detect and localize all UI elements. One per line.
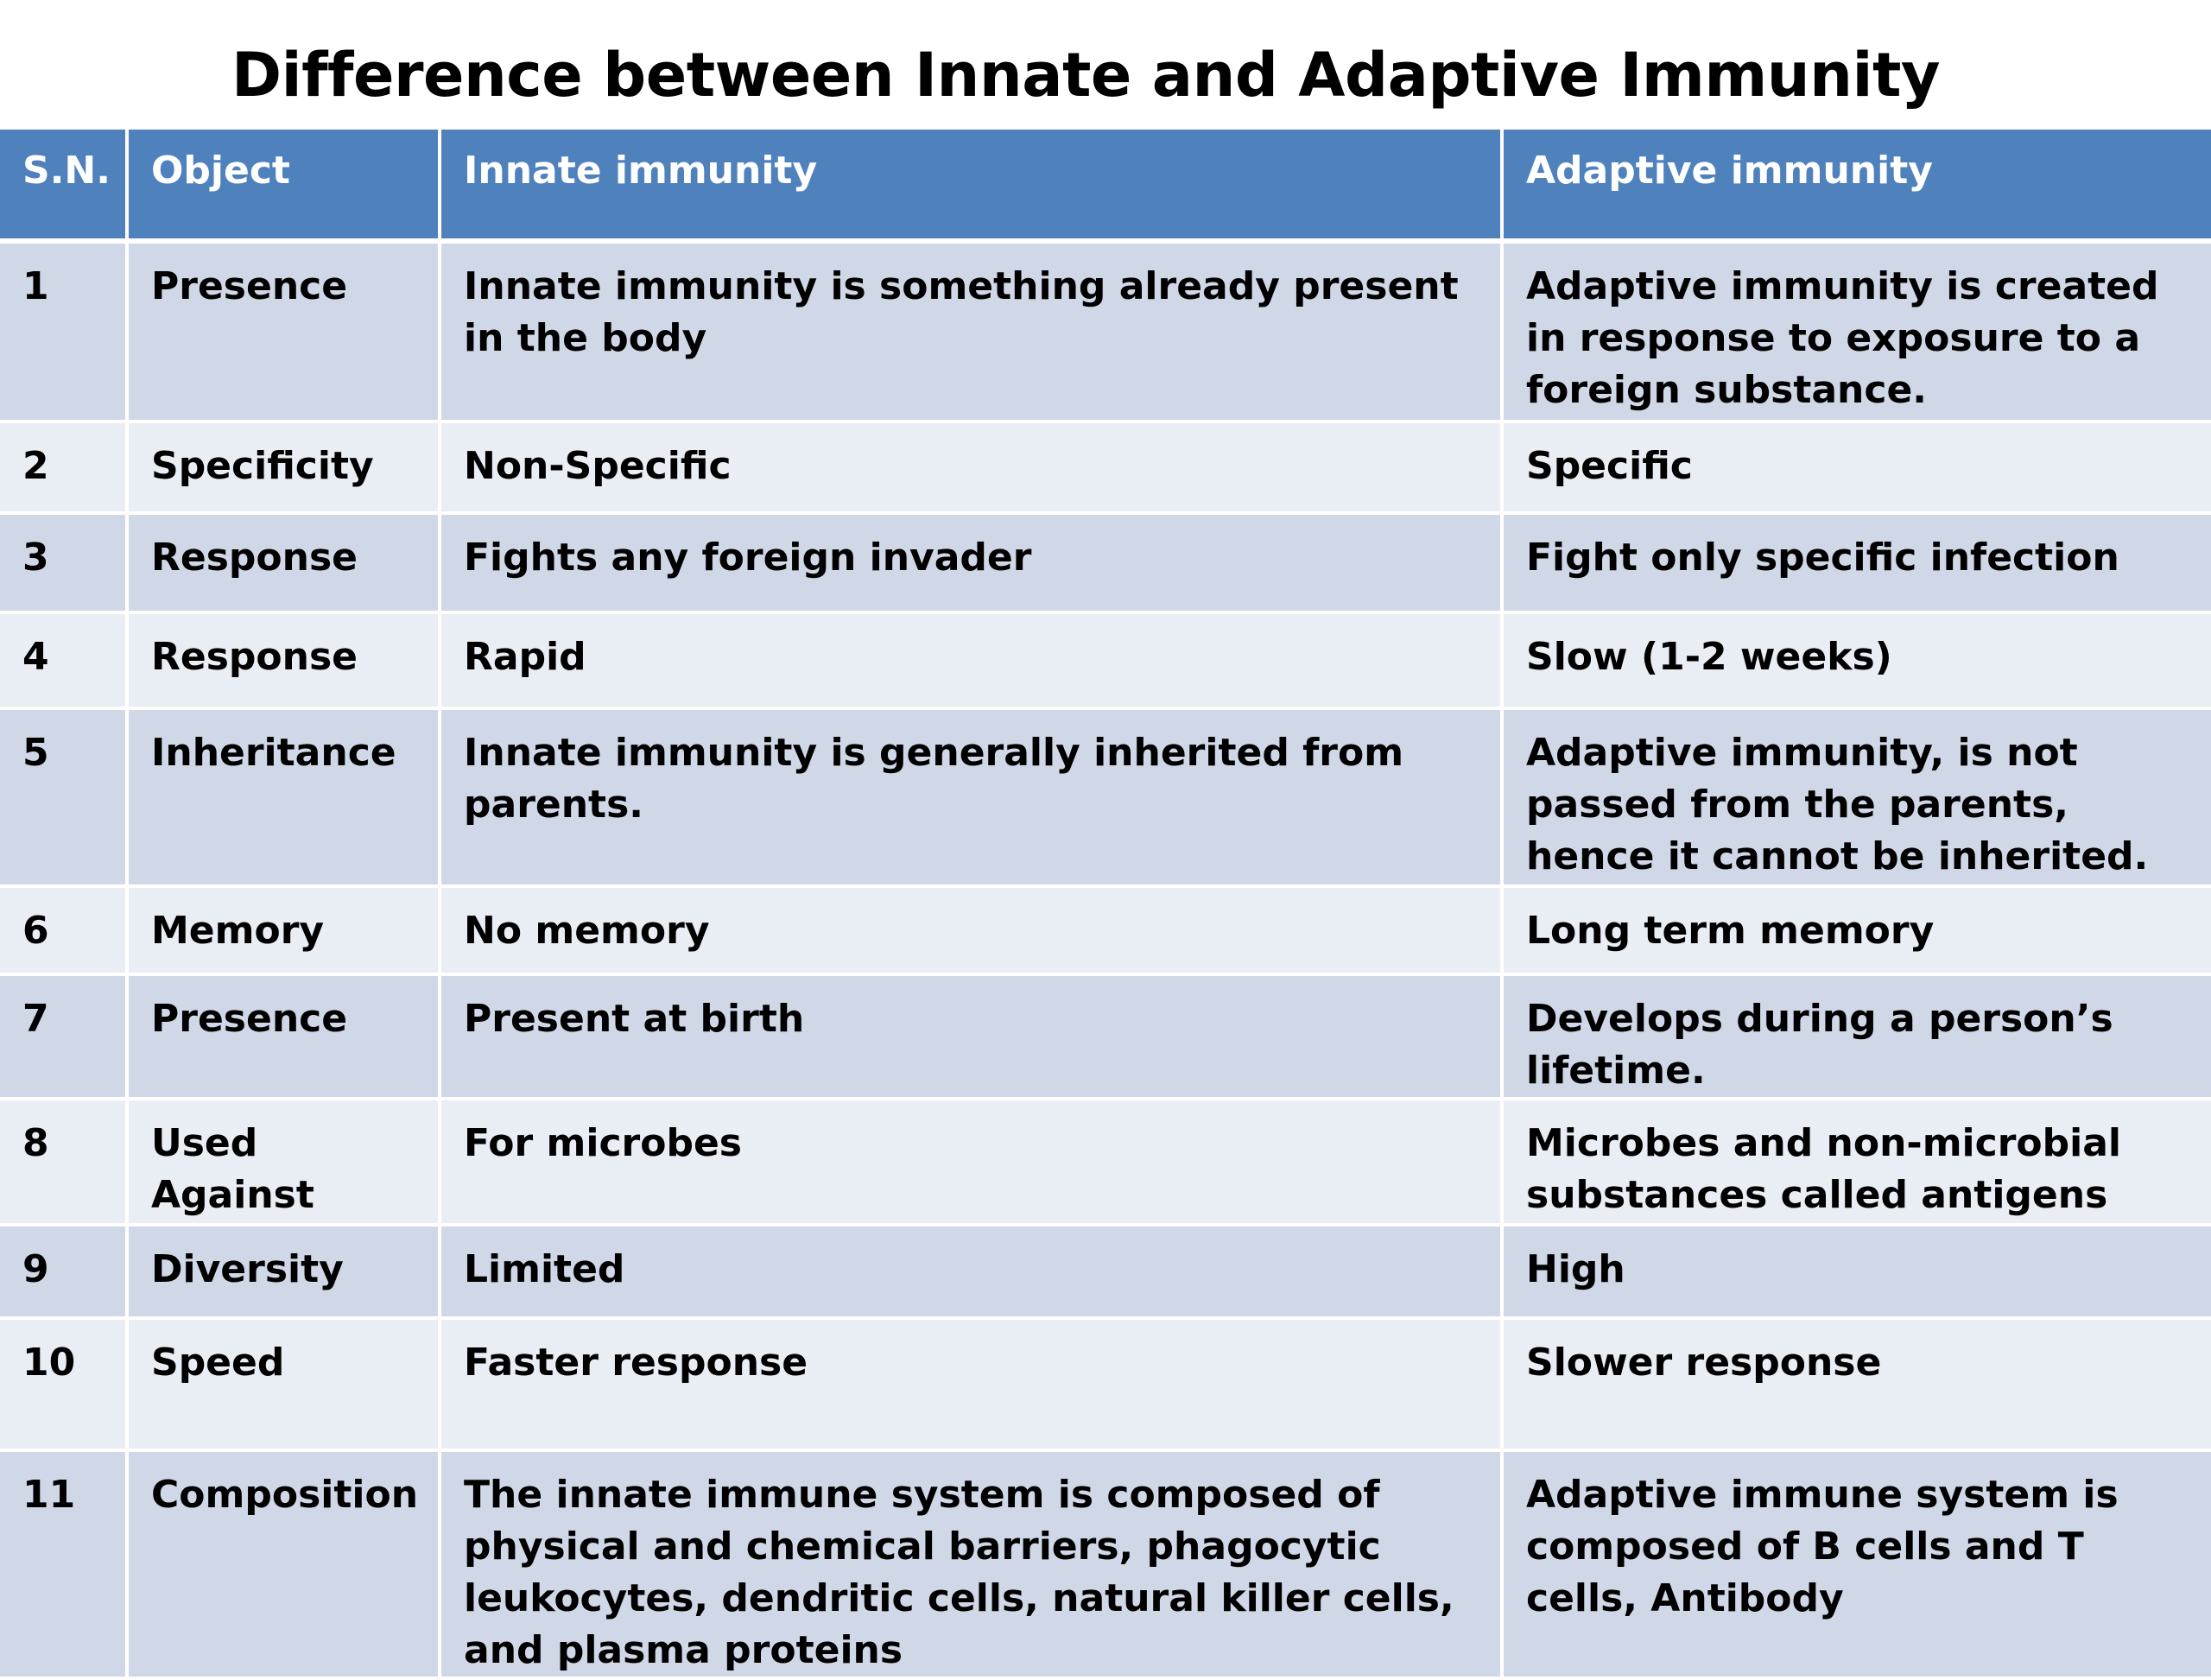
cell-adaptive: High: [1504, 1227, 2211, 1320]
cell-object: Response: [129, 614, 441, 710]
cell-sn: 1: [0, 244, 129, 423]
table-row: 11 Composition The innate immune system …: [0, 1452, 2211, 1680]
cell-object: Specificity: [129, 423, 441, 515]
cell-adaptive: Develops during a person’s lifetime.: [1504, 976, 2211, 1100]
cell-innate: No memory: [441, 888, 1504, 976]
cell-adaptive: Slower response: [1504, 1320, 2211, 1452]
cell-adaptive: Adaptive immunity is created in response…: [1504, 244, 2211, 423]
cell-adaptive: Fight only specific infection: [1504, 515, 2211, 614]
cell-innate: The innate immune system is composed of …: [441, 1452, 1504, 1680]
table-row: 6 Memory No memory Long term memory: [0, 888, 2211, 976]
cell-innate: Non-Specific: [441, 423, 1504, 515]
cell-object: Response: [129, 515, 441, 614]
cell-object: Presence: [129, 244, 441, 423]
cell-object: Used Against: [129, 1100, 441, 1227]
cell-adaptive: Slow (1-2 weeks): [1504, 614, 2211, 710]
table-row: 5 Inheritance Innate immunity is general…: [0, 710, 2211, 888]
cell-object: Inheritance: [129, 710, 441, 888]
cell-innate: Innate immunity is something already pre…: [441, 244, 1504, 423]
cell-object: Diversity: [129, 1227, 441, 1320]
table-row: 2 Specificity Non-Specific Specific: [0, 423, 2211, 515]
cell-object: Presence: [129, 976, 441, 1100]
cell-innate: Innate immunity is generally inherited f…: [441, 710, 1504, 888]
cell-object: Speed: [129, 1320, 441, 1452]
header-object: Object: [129, 130, 441, 244]
cell-sn: 6: [0, 888, 129, 976]
table-row: 10 Speed Faster response Slower response: [0, 1320, 2211, 1452]
cell-object: Composition: [129, 1452, 441, 1680]
page-title: Difference between Innate and Adaptive I…: [231, 40, 1941, 111]
table-row: 3 Response Fights any foreign invader Fi…: [0, 515, 2211, 614]
cell-sn: 8: [0, 1100, 129, 1227]
comparison-table: S.N. Object Innate immunity Adaptive imm…: [0, 130, 2211, 1680]
table-row: 1 Presence Innate immunity is something …: [0, 244, 2211, 423]
cell-innate: For microbes: [441, 1100, 1504, 1227]
cell-adaptive: Long term memory: [1504, 888, 2211, 976]
table-body: 1 Presence Innate immunity is something …: [0, 244, 2211, 1680]
header-sn: S.N.: [0, 130, 129, 244]
cell-sn: 11: [0, 1452, 129, 1680]
cell-sn: 5: [0, 710, 129, 888]
cell-innate: Rapid: [441, 614, 1504, 710]
cell-sn: 3: [0, 515, 129, 614]
cell-adaptive: Microbes and non-microbial substances ca…: [1504, 1100, 2211, 1227]
cell-sn: 2: [0, 423, 129, 515]
table-header: S.N. Object Innate immunity Adaptive imm…: [0, 130, 2211, 244]
cell-sn: 7: [0, 976, 129, 1100]
header-innate: Innate immunity: [441, 130, 1504, 244]
table-row: 7 Presence Present at birth Develops dur…: [0, 976, 2211, 1100]
cell-innate: Present at birth: [441, 976, 1504, 1100]
cell-object: Memory: [129, 888, 441, 976]
cell-sn: 9: [0, 1227, 129, 1320]
cell-sn: 10: [0, 1320, 129, 1452]
cell-adaptive: Adaptive immune system is composed of B …: [1504, 1452, 2211, 1680]
header-adaptive: Adaptive immunity: [1504, 130, 2211, 244]
header-row: S.N. Object Innate immunity Adaptive imm…: [0, 130, 2211, 244]
cell-innate: Faster response: [441, 1320, 1504, 1452]
cell-innate: Limited: [441, 1227, 1504, 1320]
cell-innate: Fights any foreign invader: [441, 515, 1504, 614]
cell-adaptive: Specific: [1504, 423, 2211, 515]
table-row: 9 Diversity Limited High: [0, 1227, 2211, 1320]
cell-adaptive: Adaptive immunity, is not passed from th…: [1504, 710, 2211, 888]
table-row: 4 Response Rapid Slow (1-2 weeks): [0, 614, 2211, 710]
table-row: 8 Used Against For microbes Microbes and…: [0, 1100, 2211, 1227]
cell-sn: 4: [0, 614, 129, 710]
